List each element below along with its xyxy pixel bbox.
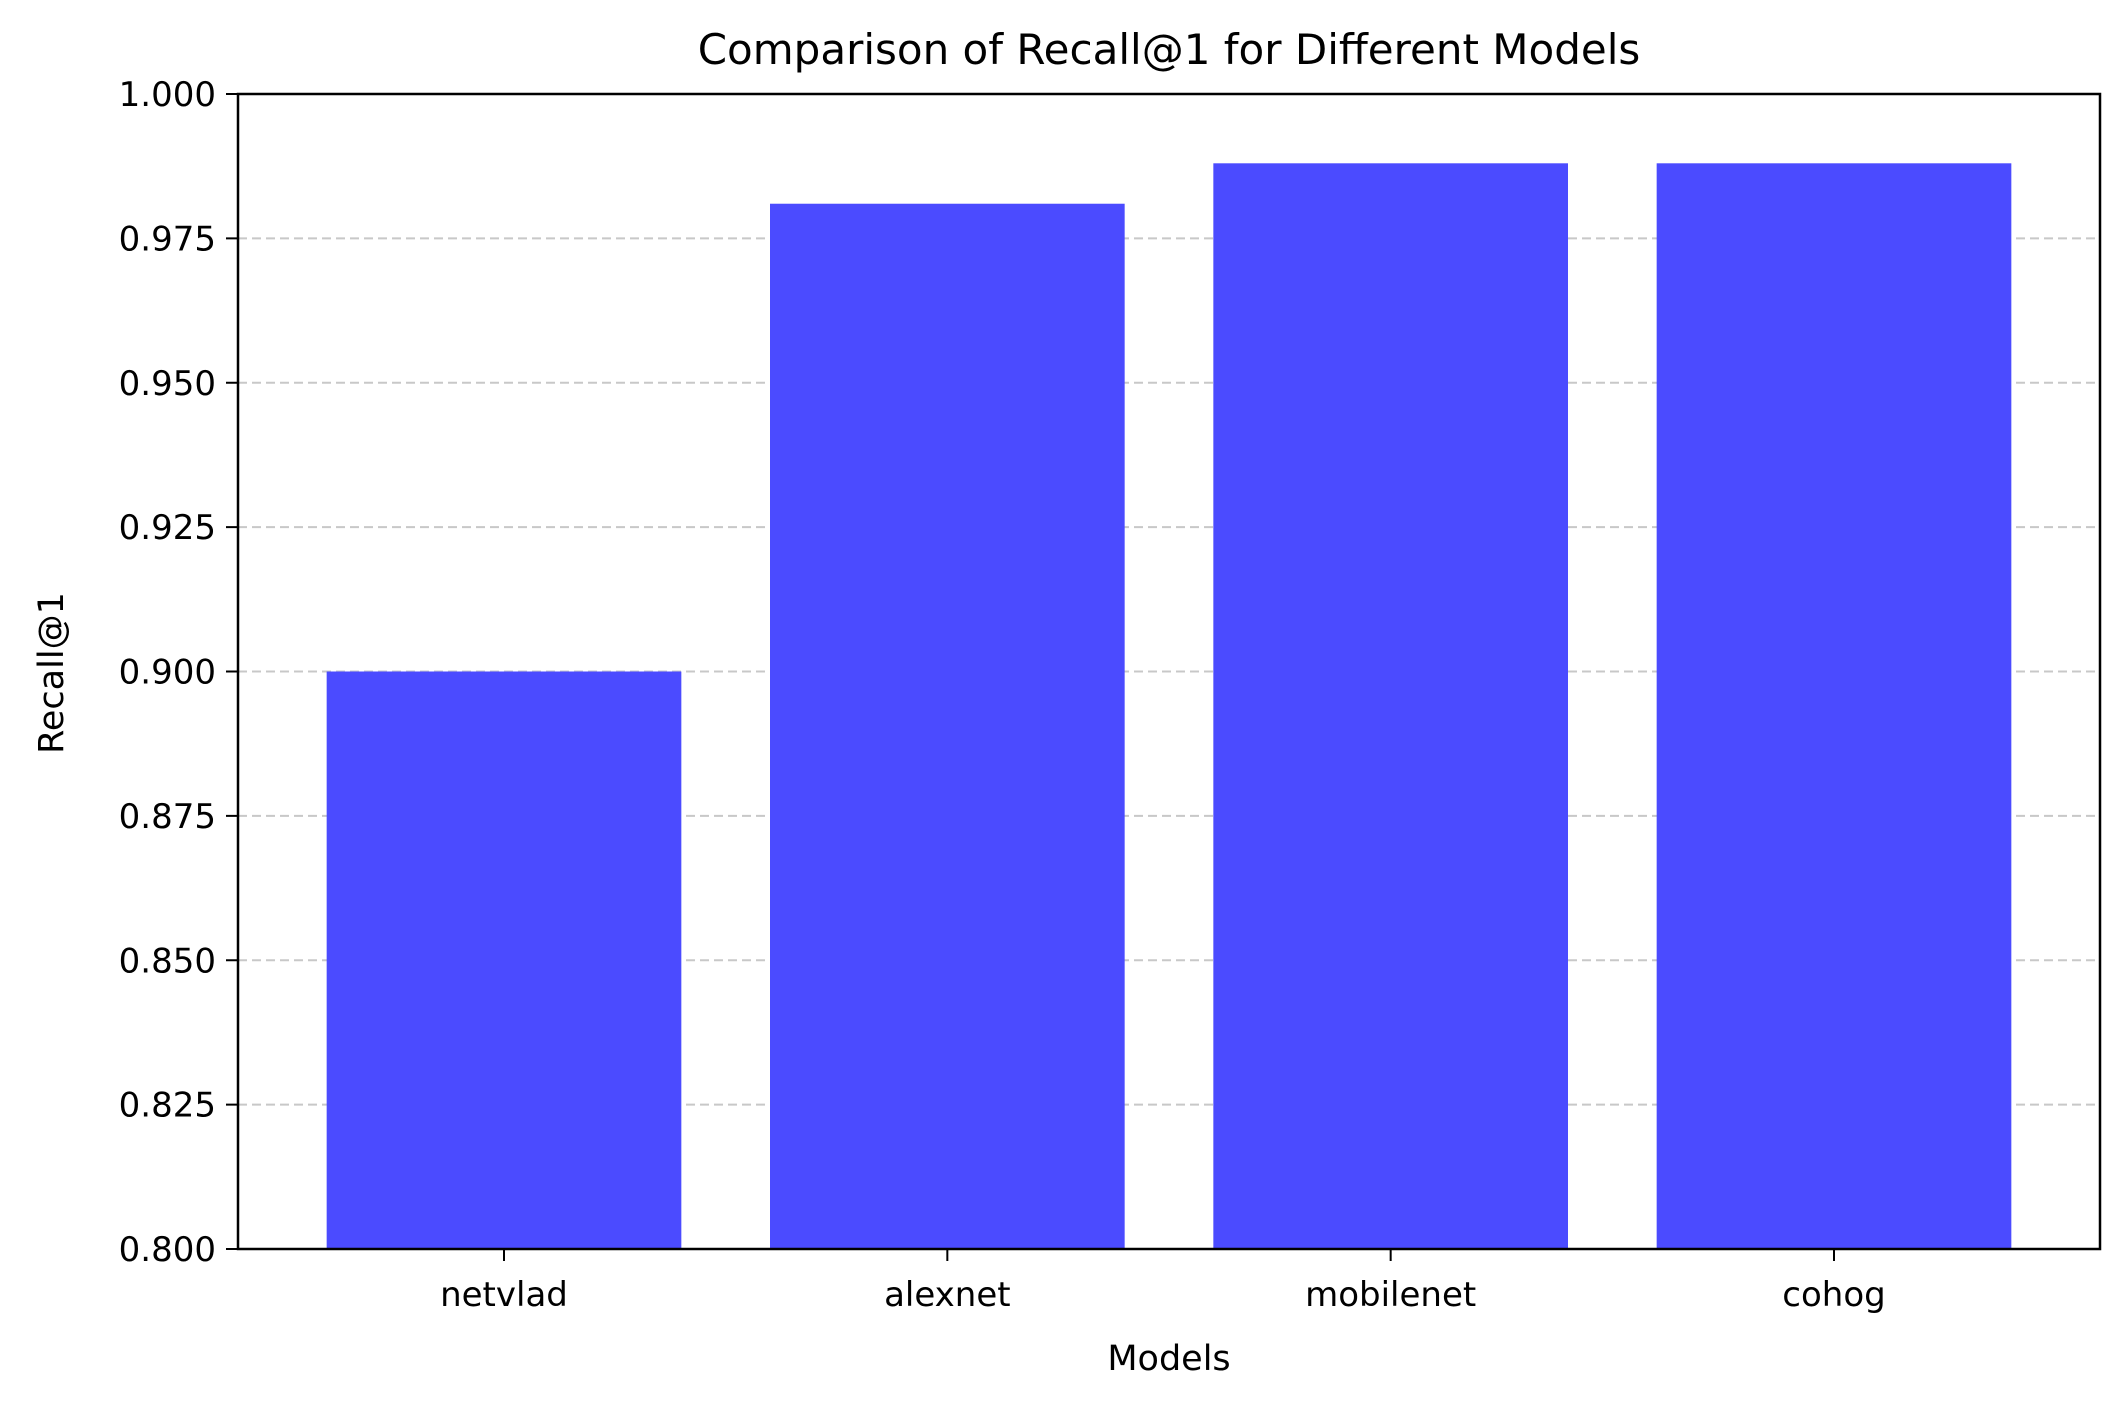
y-tick-label: 0.800 (119, 1230, 216, 1270)
y-tick-label: 0.975 (119, 219, 216, 259)
chart-title: Comparison of Recall@1 for Different Mod… (698, 25, 1641, 74)
y-tick-label: 0.875 (119, 797, 216, 837)
bar-alexnet (770, 203, 1125, 1250)
bar-cohog (1656, 163, 2012, 1249)
bars (326, 163, 2012, 1250)
y-tick-label: 0.850 (119, 941, 216, 981)
y-tick-label: 0.825 (119, 1086, 216, 1126)
x-tick-label: mobilenet (1305, 1275, 1476, 1315)
x-axis-title: Models (1107, 1339, 1230, 1379)
bar-netvlad (326, 671, 682, 1249)
axes: netvlad alexnet mobilenet cohog 0.800 0.825 0.… (119, 75, 2102, 1315)
plot-frame (236, 92, 2102, 1251)
bar-mobilenet (1213, 163, 1568, 1249)
y-tick-label: 0.900 (119, 653, 216, 693)
y-axis-title: Recall@1 (32, 592, 72, 754)
y-tick-label: 0.925 (119, 508, 216, 548)
y-tick-label: 1.000 (119, 75, 216, 115)
x-tick-label: cohog (1782, 1275, 1885, 1315)
x-tick-label: alexnet (884, 1275, 1011, 1315)
y-tick-label: 0.950 (119, 364, 216, 404)
x-tick-label: netvlad (440, 1275, 568, 1315)
